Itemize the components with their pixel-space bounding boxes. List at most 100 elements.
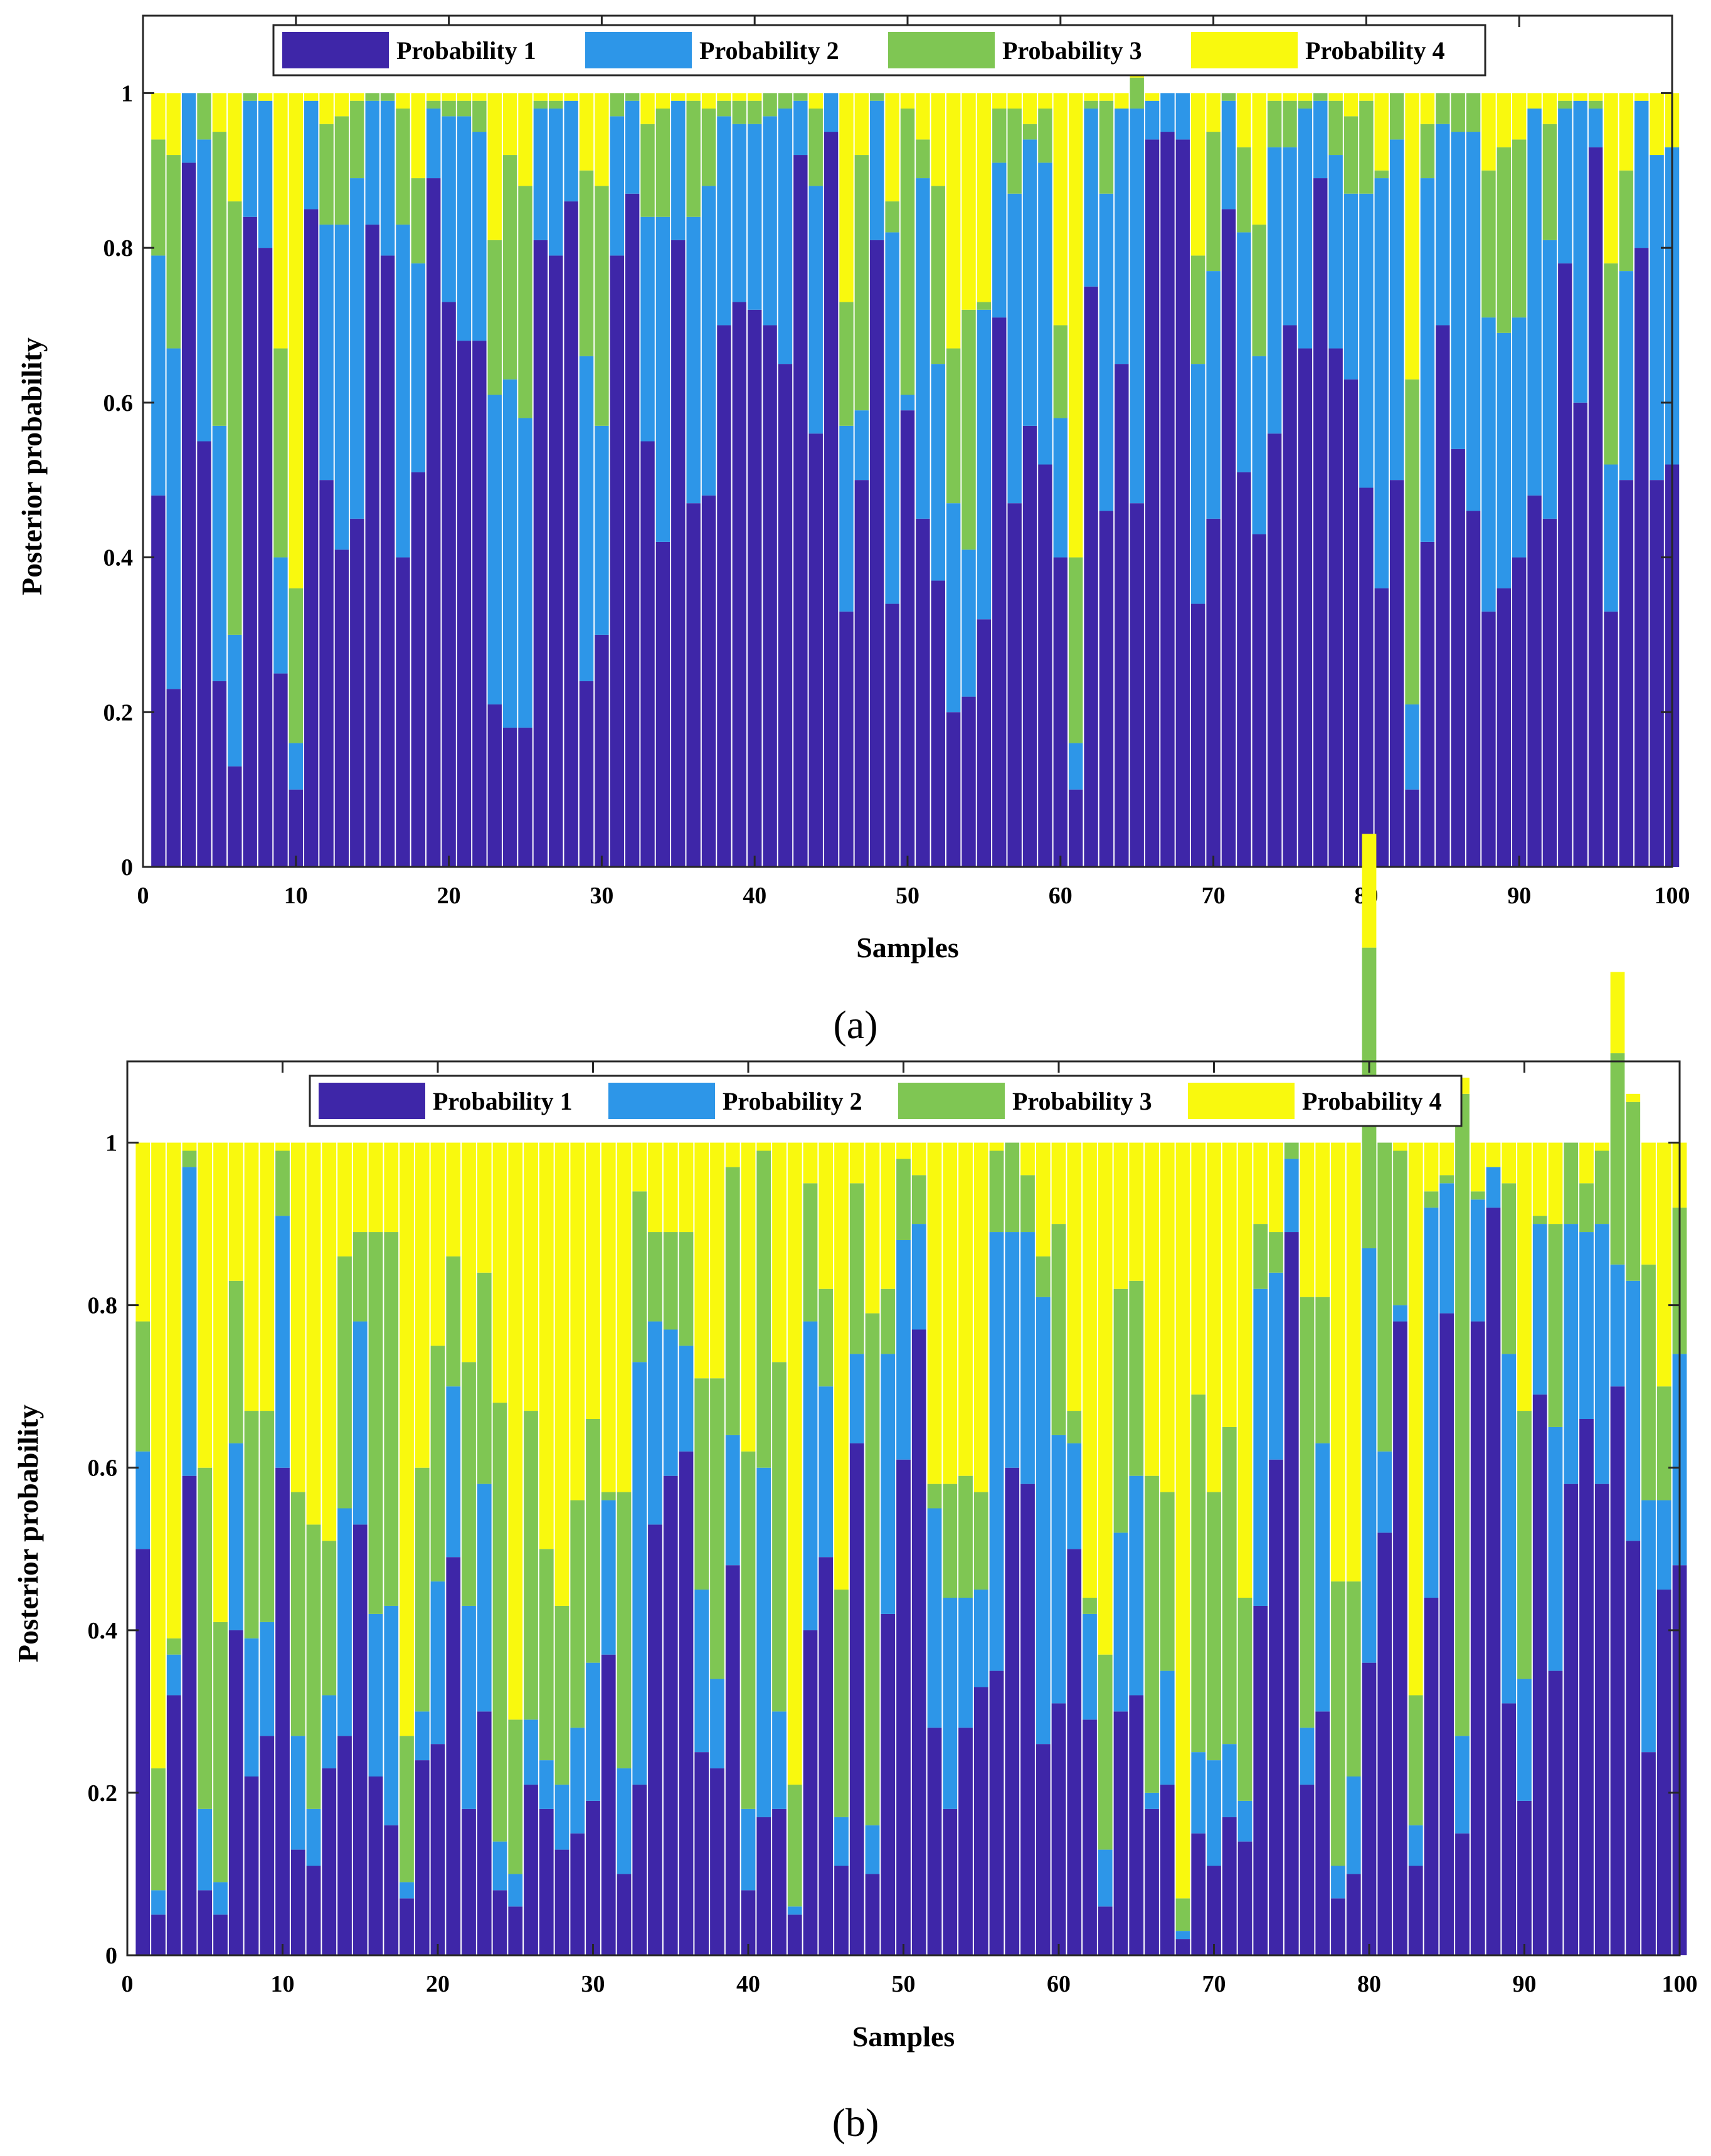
bar-segment-3-sample-32 xyxy=(625,93,640,101)
bar-segment-1-sample-33 xyxy=(640,441,655,867)
x-tick-label: 90 xyxy=(1507,883,1531,909)
bar-segment-1-sample-67 xyxy=(1160,132,1175,867)
bar-segment-3-sample-99 xyxy=(1656,1386,1671,1500)
caption: (a) xyxy=(833,1002,877,1047)
bar-segment-3-sample-50 xyxy=(900,109,915,395)
bar-segment-2-sample-26 xyxy=(524,1719,538,1785)
bar-segment-2-sample-67 xyxy=(1160,93,1175,132)
bar-segment-1-sample-99 xyxy=(1650,480,1664,867)
bar-segment-3-sample-49 xyxy=(885,201,899,233)
legend-label-3: Probability 3 xyxy=(1002,36,1142,65)
bar-segment-1-sample-19 xyxy=(415,1760,430,1955)
bar-segment-1-sample-77 xyxy=(1315,1711,1330,1955)
bar-segment-2-sample-85 xyxy=(1439,1183,1454,1314)
bar-segment-3-sample-77 xyxy=(1313,93,1328,101)
legend-label-2: Probability 2 xyxy=(699,36,839,65)
bar-segment-1-sample-7 xyxy=(243,216,257,867)
bar-segment-3-sample-1 xyxy=(151,139,166,256)
bar-segment-1-sample-70 xyxy=(1207,1866,1221,1955)
x-axis-label: Samples xyxy=(856,932,959,964)
bar-segment-1-sample-15 xyxy=(352,1524,368,1955)
y-tick-label: 0.2 xyxy=(103,699,134,726)
bar-segment-3-sample-12 xyxy=(319,124,334,225)
bar-segment-1-sample-78 xyxy=(1331,1898,1345,1955)
bar-segment-4-sample-32 xyxy=(617,1142,632,1492)
bar-segment-4-sample-39 xyxy=(732,93,747,101)
bar-segment-2-sample-80 xyxy=(1362,1248,1377,1663)
bar-segment-4-sample-20 xyxy=(430,1142,445,1346)
bar-segment-3-sample-39 xyxy=(725,1167,740,1435)
bar-segment-4-sample-44 xyxy=(808,93,823,109)
bar-segment-1-sample-44 xyxy=(808,433,823,867)
bar-segment-2-sample-70 xyxy=(1206,271,1221,519)
bar-segment-1-sample-47 xyxy=(849,1443,864,1955)
bar-segment-2-sample-88 xyxy=(1486,1167,1501,1208)
bar-segment-2-sample-18 xyxy=(411,263,426,472)
bar-segment-1-sample-80 xyxy=(1362,1662,1377,1955)
bar-segment-1-sample-37 xyxy=(701,495,716,867)
bar-segment-4-sample-31 xyxy=(601,1142,616,1492)
bar-segment-2-sample-22 xyxy=(462,1605,476,1809)
bar-segment-2-sample-26 xyxy=(533,109,548,240)
bar-segment-4-sample-53 xyxy=(943,1142,958,1484)
bar-segment-3-sample-4 xyxy=(182,1150,197,1167)
bar-segment-3-sample-40 xyxy=(741,1451,756,1809)
bar-segment-2-sample-6 xyxy=(213,1882,228,1915)
bar-segment-1-sample-26 xyxy=(533,240,548,867)
bar-segment-2-sample-71 xyxy=(1221,100,1236,210)
bar-segment-1-sample-20 xyxy=(442,302,456,867)
bar-segment-1-sample-38 xyxy=(717,325,731,867)
bar-segment-4-sample-10 xyxy=(289,93,304,588)
bar-segment-2-sample-5 xyxy=(198,1808,213,1891)
bar-segment-4-sample-49 xyxy=(881,1142,896,1289)
bar-segment-4-sample-13 xyxy=(334,93,349,117)
bar-segment-1-sample-77 xyxy=(1313,178,1328,867)
bar-segment-4-sample-65 xyxy=(1129,1142,1144,1281)
bar-segment-1-sample-62 xyxy=(1083,1719,1097,1955)
y-tick-label: 0.8 xyxy=(88,1293,118,1319)
bar-segment-4-sample-89 xyxy=(1496,93,1512,147)
bar-segment-1-sample-76 xyxy=(1300,1784,1315,1955)
bar-segment-1-sample-94 xyxy=(1573,402,1587,867)
bar-segment-2-sample-28 xyxy=(564,100,578,202)
bar-segment-1-sample-81 xyxy=(1377,1532,1392,1955)
bar-segment-2-sample-75 xyxy=(1284,1159,1299,1233)
legend: Probability 1 Probability 2 Probability 3 P… xyxy=(272,24,1486,77)
bar-segment-3-sample-89 xyxy=(1502,1183,1517,1354)
bar-segment-2-sample-13 xyxy=(322,1695,337,1769)
bar-segment-2-sample-1 xyxy=(135,1451,151,1549)
bar-segment-2-sample-84 xyxy=(1420,178,1435,542)
bar-segment-2-sample-13 xyxy=(334,225,349,550)
bar-segment-3-sample-28 xyxy=(554,1605,569,1785)
bar-segment-3-sample-36 xyxy=(686,100,701,217)
bar-segment-4-sample-11 xyxy=(304,93,319,101)
bar-segment-2-sample-59 xyxy=(1038,162,1052,465)
bar-segment-1-sample-79 xyxy=(1343,379,1359,867)
bar-segment-3-sample-46 xyxy=(834,1590,849,1817)
bar-segment-2-sample-6 xyxy=(228,634,242,767)
bar-segment-1-sample-23 xyxy=(487,704,502,867)
bar-segment-2-sample-50 xyxy=(900,395,915,411)
bar-segment-4-sample-91 xyxy=(1532,1142,1547,1216)
bar-segment-1-sample-35 xyxy=(663,1475,678,1955)
bar-segment-4-sample-93 xyxy=(1558,93,1572,101)
bar-segment-1-sample-27 xyxy=(539,1808,554,1955)
bar-segment-3-sample-22 xyxy=(462,1362,476,1606)
bar-segment-1-sample-50 xyxy=(900,410,915,867)
bar-segment-3-sample-79 xyxy=(1346,1581,1361,1776)
bar-segment-1-sample-92 xyxy=(1548,1670,1563,1955)
bar-segment-3-sample-26 xyxy=(524,1411,538,1720)
bar-segment-2-sample-21 xyxy=(446,1386,461,1558)
bar-segment-1-sample-30 xyxy=(586,1800,600,1955)
bar-segment-3-sample-84 xyxy=(1420,124,1435,179)
bar-segment-2-sample-56 xyxy=(989,1232,1004,1671)
bar-segment-2-sample-33 xyxy=(640,216,655,442)
bar-segment-3-sample-71 xyxy=(1221,93,1236,101)
bar-segment-1-sample-46 xyxy=(834,1866,849,1955)
bar-segment-4-sample-19 xyxy=(426,93,441,101)
bar-segment-2-sample-2 xyxy=(166,348,181,689)
bar-segment-1-sample-94 xyxy=(1579,1419,1594,1955)
bar-segment-2-sample-96 xyxy=(1610,1264,1625,1387)
bar-segment-4-sample-74 xyxy=(1269,1142,1283,1233)
bar-segment-1-sample-80 xyxy=(1359,487,1374,867)
